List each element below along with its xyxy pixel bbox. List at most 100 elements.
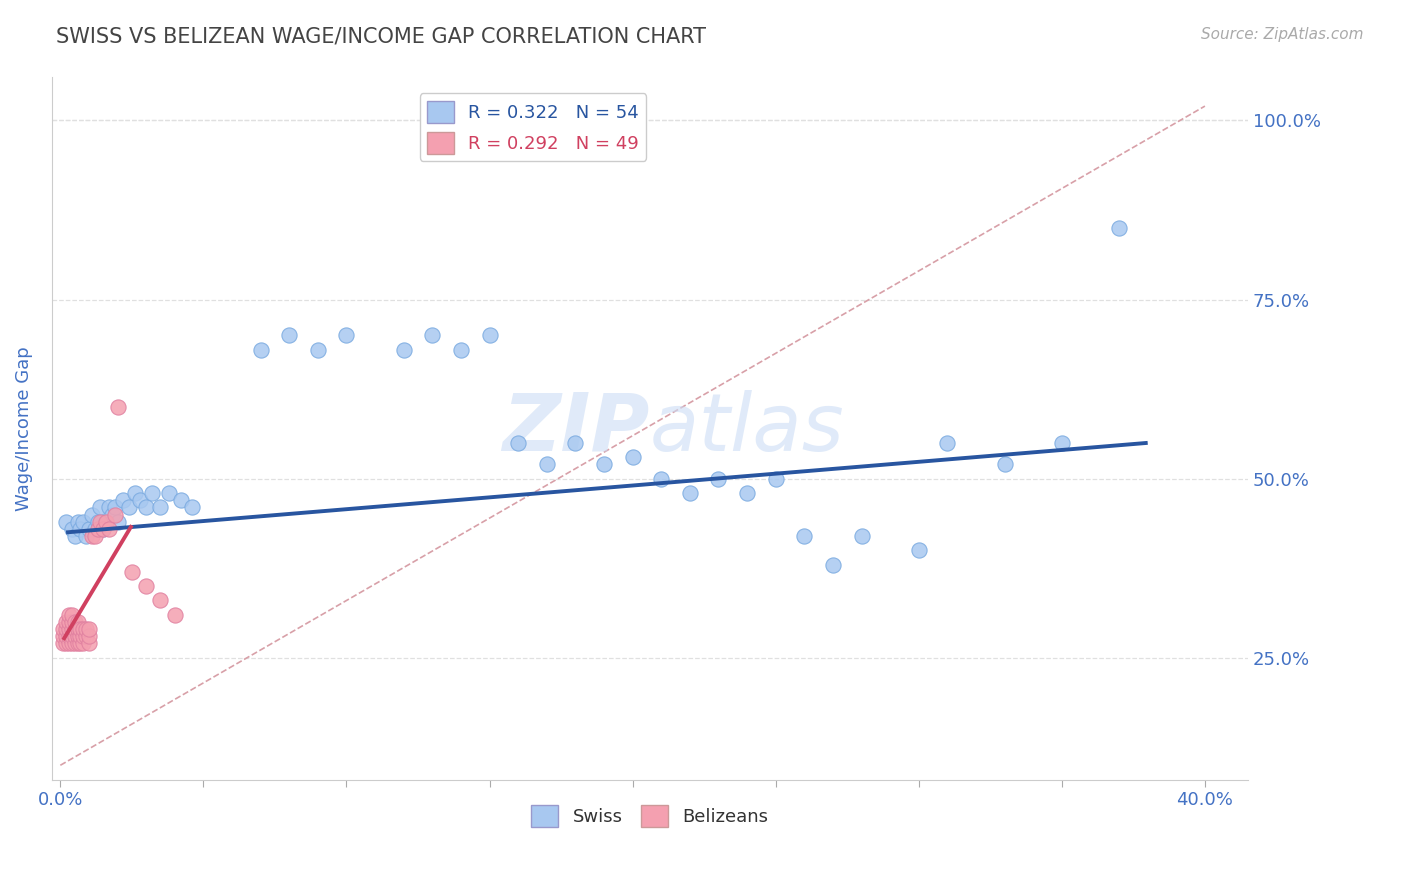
Point — [77, 522, 100, 536]
Point — [63, 636, 86, 650]
Legend: Swiss, Belizeans: Swiss, Belizeans — [524, 797, 776, 834]
Text: atlas: atlas — [650, 390, 845, 467]
Point — [1108, 220, 1130, 235]
Text: ZIP: ZIP — [502, 390, 650, 467]
Point — [91, 522, 114, 536]
Point — [735, 486, 758, 500]
Point — [75, 529, 97, 543]
Point — [508, 435, 530, 450]
Point — [66, 515, 89, 529]
Point — [104, 500, 127, 515]
Point — [163, 607, 186, 622]
Point — [72, 622, 94, 636]
Point — [75, 622, 97, 636]
Point — [593, 458, 616, 472]
Point — [60, 636, 83, 650]
Text: SWISS VS BELIZEAN WAGE/INCOME GAP CORRELATION CHART: SWISS VS BELIZEAN WAGE/INCOME GAP CORREL… — [56, 27, 706, 46]
Point — [679, 486, 702, 500]
Point — [72, 629, 94, 643]
Point — [420, 328, 443, 343]
Point — [91, 522, 114, 536]
Point — [129, 493, 152, 508]
Point — [157, 486, 180, 500]
Point — [765, 472, 787, 486]
Point — [58, 607, 80, 622]
Point — [58, 615, 80, 629]
Point — [58, 636, 80, 650]
Point — [77, 622, 100, 636]
Point — [141, 486, 163, 500]
Point — [63, 615, 86, 629]
Point — [60, 607, 83, 622]
Point — [107, 515, 129, 529]
Point — [55, 515, 77, 529]
Point — [83, 529, 105, 543]
Point — [821, 558, 844, 572]
Point — [80, 529, 103, 543]
Point — [101, 508, 124, 522]
Point — [124, 486, 146, 500]
Point — [77, 629, 100, 643]
Point — [112, 493, 135, 508]
Point — [707, 472, 730, 486]
Point — [94, 515, 117, 529]
Point — [83, 522, 105, 536]
Point — [107, 400, 129, 414]
Point — [89, 500, 111, 515]
Point — [851, 529, 873, 543]
Point — [60, 629, 83, 643]
Y-axis label: Wage/Income Gap: Wage/Income Gap — [15, 346, 32, 511]
Point — [72, 636, 94, 650]
Point — [793, 529, 815, 543]
Point — [135, 500, 157, 515]
Point — [149, 593, 172, 607]
Point — [80, 508, 103, 522]
Point — [55, 636, 77, 650]
Point — [1050, 435, 1073, 450]
Point — [69, 622, 91, 636]
Point — [55, 622, 77, 636]
Point — [478, 328, 501, 343]
Point — [169, 493, 191, 508]
Point — [72, 515, 94, 529]
Point — [450, 343, 472, 357]
Point — [135, 579, 157, 593]
Point — [69, 636, 91, 650]
Point — [75, 629, 97, 643]
Point — [69, 522, 91, 536]
Point — [907, 543, 929, 558]
Point — [335, 328, 357, 343]
Point — [55, 615, 77, 629]
Point — [60, 522, 83, 536]
Point — [69, 629, 91, 643]
Point — [66, 615, 89, 629]
Point — [118, 500, 141, 515]
Point — [181, 500, 204, 515]
Point — [650, 472, 672, 486]
Point — [994, 458, 1017, 472]
Point — [392, 343, 415, 357]
Point — [66, 629, 89, 643]
Point — [63, 622, 86, 636]
Point — [89, 515, 111, 529]
Point — [58, 629, 80, 643]
Text: Source: ZipAtlas.com: Source: ZipAtlas.com — [1201, 27, 1364, 42]
Point — [104, 508, 127, 522]
Point — [278, 328, 301, 343]
Point — [98, 500, 121, 515]
Point — [936, 435, 959, 450]
Point — [63, 629, 86, 643]
Point — [249, 343, 271, 357]
Point — [621, 450, 644, 465]
Point — [52, 629, 75, 643]
Point — [58, 622, 80, 636]
Point — [94, 515, 117, 529]
Point — [60, 622, 83, 636]
Point — [121, 565, 143, 579]
Point — [86, 522, 108, 536]
Point — [52, 622, 75, 636]
Point — [55, 629, 77, 643]
Point — [60, 615, 83, 629]
Point — [98, 522, 121, 536]
Point — [149, 500, 172, 515]
